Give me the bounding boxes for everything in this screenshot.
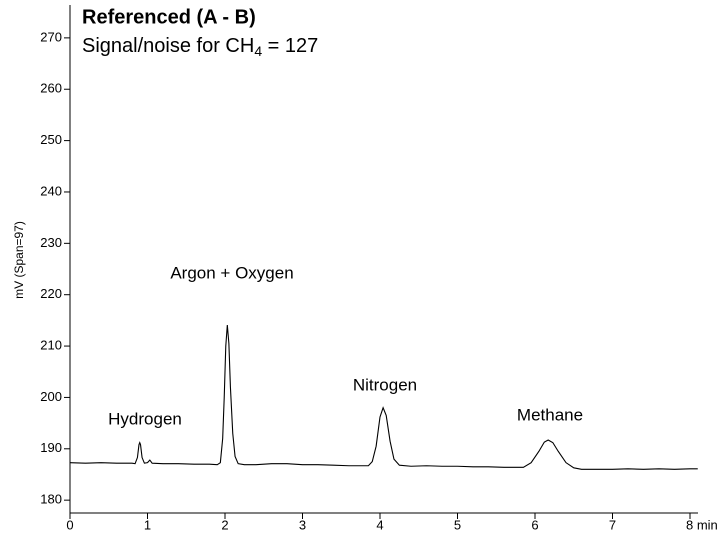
subtitle-text: Signal/noise for CH: [82, 35, 254, 57]
y-tick-label: 200: [40, 389, 62, 404]
chart-subtitle: Signal/noise for CH4 = 127: [82, 35, 318, 58]
x-tick-label: 0: [66, 517, 73, 532]
y-tick-label: 220: [40, 286, 62, 301]
y-tick-label: 180: [40, 492, 62, 507]
x-tick-label: 4: [376, 517, 383, 532]
y-tick-label: 210: [40, 338, 62, 353]
y-tick-label: 270: [40, 29, 62, 44]
x-tick-label: 1: [144, 517, 151, 532]
y-tick-label: 260: [40, 81, 62, 96]
y-tick-label: 230: [40, 235, 62, 250]
y-tick-label: 190: [40, 440, 62, 455]
peak-label: Nitrogen: [353, 375, 417, 394]
y-axis-label: mV (Span=97): [12, 221, 26, 299]
peak-label: Hydrogen: [108, 409, 182, 428]
x-tick-label: 5: [454, 517, 461, 532]
peak-label: Argon + Oxygen: [170, 263, 293, 282]
chart-title: Referenced (A - B): [82, 6, 256, 28]
chromatogram-line: [69, 324, 698, 470]
x-tick-label: 6: [531, 517, 538, 532]
x-tick-label: 3: [299, 517, 306, 532]
subtitle-subscript: 4: [254, 43, 262, 59]
subtitle-text: = 127: [262, 35, 318, 57]
x-tick-label: 8 min: [686, 517, 717, 532]
peak-label: Methane: [517, 405, 583, 424]
x-tick-label: 2: [221, 517, 228, 532]
x-tick-label: 7: [609, 517, 616, 532]
y-tick-label: 240: [40, 183, 62, 198]
y-tick-label: 250: [40, 132, 62, 147]
